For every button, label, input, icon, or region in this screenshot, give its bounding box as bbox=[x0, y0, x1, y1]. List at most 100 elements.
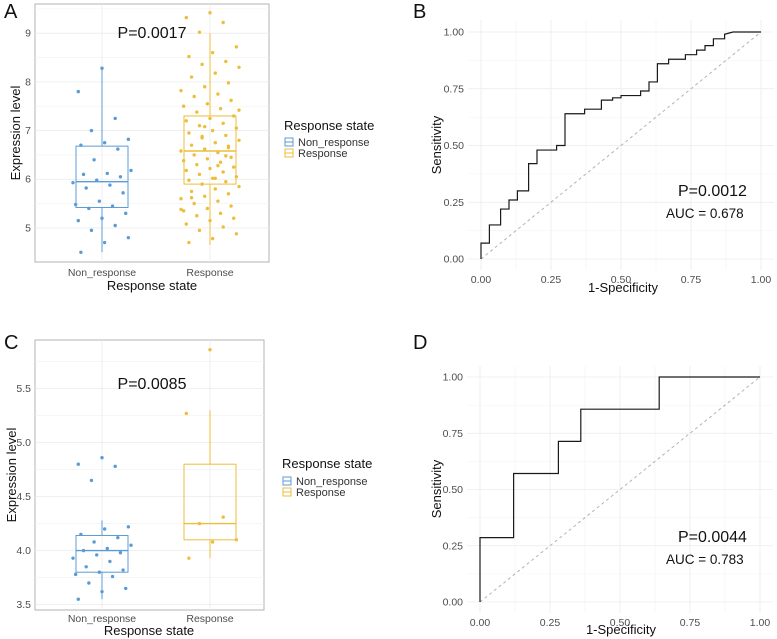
data-point bbox=[102, 527, 107, 531]
data-point bbox=[210, 50, 215, 55]
data-point bbox=[237, 108, 241, 112]
data-point bbox=[232, 165, 236, 169]
y-tick-label: 6 bbox=[25, 174, 31, 186]
panel-a-x-tick-0: Non_response bbox=[68, 267, 136, 279]
data-point bbox=[126, 235, 131, 240]
y-tick-label: 9 bbox=[25, 28, 31, 40]
panel-c-x-tick-1: Response bbox=[186, 613, 233, 625]
panel-c: C 3.5 4.0 4.5 5.0 5.5 Non_response Response … bbox=[4, 332, 372, 638]
panel-letter-b: B bbox=[413, 1, 426, 23]
data-point bbox=[105, 171, 109, 176]
x-tick-label: 0.50 bbox=[610, 617, 631, 629]
y-tick-label: 3.5 bbox=[16, 599, 31, 611]
data-point bbox=[181, 209, 186, 213]
x-tick-label: 0.00 bbox=[470, 617, 491, 629]
data-point bbox=[79, 250, 83, 254]
data-point bbox=[110, 574, 115, 579]
data-point bbox=[224, 59, 228, 64]
panel-c-legend-title: Response state bbox=[282, 456, 372, 471]
panel-c-legend-label-non-response: Non_response bbox=[296, 476, 368, 488]
y-tick-label: 4.0 bbox=[16, 545, 31, 557]
panel-c-y-ticks: 3.5 4.0 4.5 5.0 5.5 bbox=[16, 383, 31, 611]
panel-a-legend-title: Response state bbox=[284, 118, 374, 133]
data-point bbox=[105, 546, 109, 551]
data-point bbox=[200, 134, 204, 139]
data-point bbox=[184, 222, 188, 226]
data-point bbox=[108, 559, 112, 564]
y-tick-label: 1.00 bbox=[443, 372, 464, 384]
data-point bbox=[89, 228, 94, 233]
data-point bbox=[71, 180, 75, 185]
data-point bbox=[213, 71, 217, 75]
box-non-response bbox=[75, 534, 129, 573]
x-tick-label: 0.75 bbox=[680, 617, 701, 629]
y-tick-label: 5.5 bbox=[16, 383, 31, 395]
data-point bbox=[197, 123, 202, 128]
box-response bbox=[183, 115, 237, 185]
data-point bbox=[87, 581, 91, 585]
data-point bbox=[184, 119, 188, 123]
data-point bbox=[234, 538, 239, 542]
data-point bbox=[73, 572, 78, 577]
panel-b-reference-diagonal bbox=[480, 31, 762, 260]
data-point bbox=[218, 211, 223, 216]
data-point bbox=[100, 456, 104, 460]
data-point bbox=[226, 192, 231, 196]
data-point bbox=[84, 186, 88, 190]
y-tick-label: 0.50 bbox=[444, 140, 465, 152]
data-point bbox=[229, 155, 233, 160]
data-point bbox=[200, 62, 204, 67]
data-point bbox=[113, 116, 117, 121]
data-point bbox=[232, 114, 236, 118]
data-point bbox=[124, 211, 128, 216]
data-point bbox=[79, 143, 83, 147]
y-tick-label: 0.00 bbox=[444, 254, 465, 266]
y-tick-label: 0.50 bbox=[443, 484, 464, 496]
panel-d: D 0.00 0.25 0.50 0.75 1.00 0.00 0.25 0.50 0.75 1… bbox=[413, 332, 773, 637]
y-tick-label: 0.75 bbox=[443, 428, 464, 440]
data-point bbox=[184, 15, 188, 20]
data-point bbox=[179, 197, 183, 201]
data-point bbox=[187, 54, 191, 59]
data-point bbox=[76, 89, 80, 94]
data-point bbox=[205, 102, 210, 106]
data-point bbox=[210, 236, 215, 241]
data-point bbox=[181, 159, 186, 163]
data-point bbox=[179, 207, 183, 212]
panel-b-p-value: P=0.0012 bbox=[678, 183, 747, 200]
data-point bbox=[129, 543, 133, 547]
data-point bbox=[187, 178, 191, 182]
data-point bbox=[84, 565, 88, 569]
data-point bbox=[224, 133, 228, 138]
data-point bbox=[100, 216, 104, 220]
data-point bbox=[218, 160, 223, 164]
data-point bbox=[210, 128, 215, 133]
data-point bbox=[95, 553, 99, 557]
data-point bbox=[89, 128, 94, 133]
x-tick-label: 0.25 bbox=[540, 617, 561, 629]
x-tick-label: 1.00 bbox=[750, 617, 771, 629]
box-non-response bbox=[75, 145, 129, 208]
data-point bbox=[208, 218, 212, 223]
data-point bbox=[189, 143, 194, 147]
panel-letter-d: D bbox=[413, 332, 427, 354]
data-point bbox=[92, 540, 96, 544]
data-point bbox=[92, 158, 96, 162]
x-tick-label: 1.00 bbox=[751, 274, 772, 286]
y-tick-label: 0.25 bbox=[444, 197, 465, 209]
data-point bbox=[116, 535, 120, 540]
data-point bbox=[181, 104, 186, 108]
data-point bbox=[121, 191, 125, 195]
data-point bbox=[234, 126, 239, 130]
data-point bbox=[113, 223, 117, 228]
panel-a-y-ticks: 5 6 7 8 9 bbox=[25, 28, 31, 235]
y-tick-label: 0.75 bbox=[444, 83, 465, 95]
data-point bbox=[216, 92, 220, 96]
panel-a-x-tick-1: Response bbox=[186, 267, 233, 279]
data-point bbox=[87, 206, 91, 211]
data-point bbox=[229, 98, 233, 103]
data-point bbox=[110, 204, 115, 208]
y-tick-label: 5 bbox=[25, 222, 31, 234]
data-point bbox=[213, 176, 217, 180]
data-point bbox=[208, 166, 212, 171]
